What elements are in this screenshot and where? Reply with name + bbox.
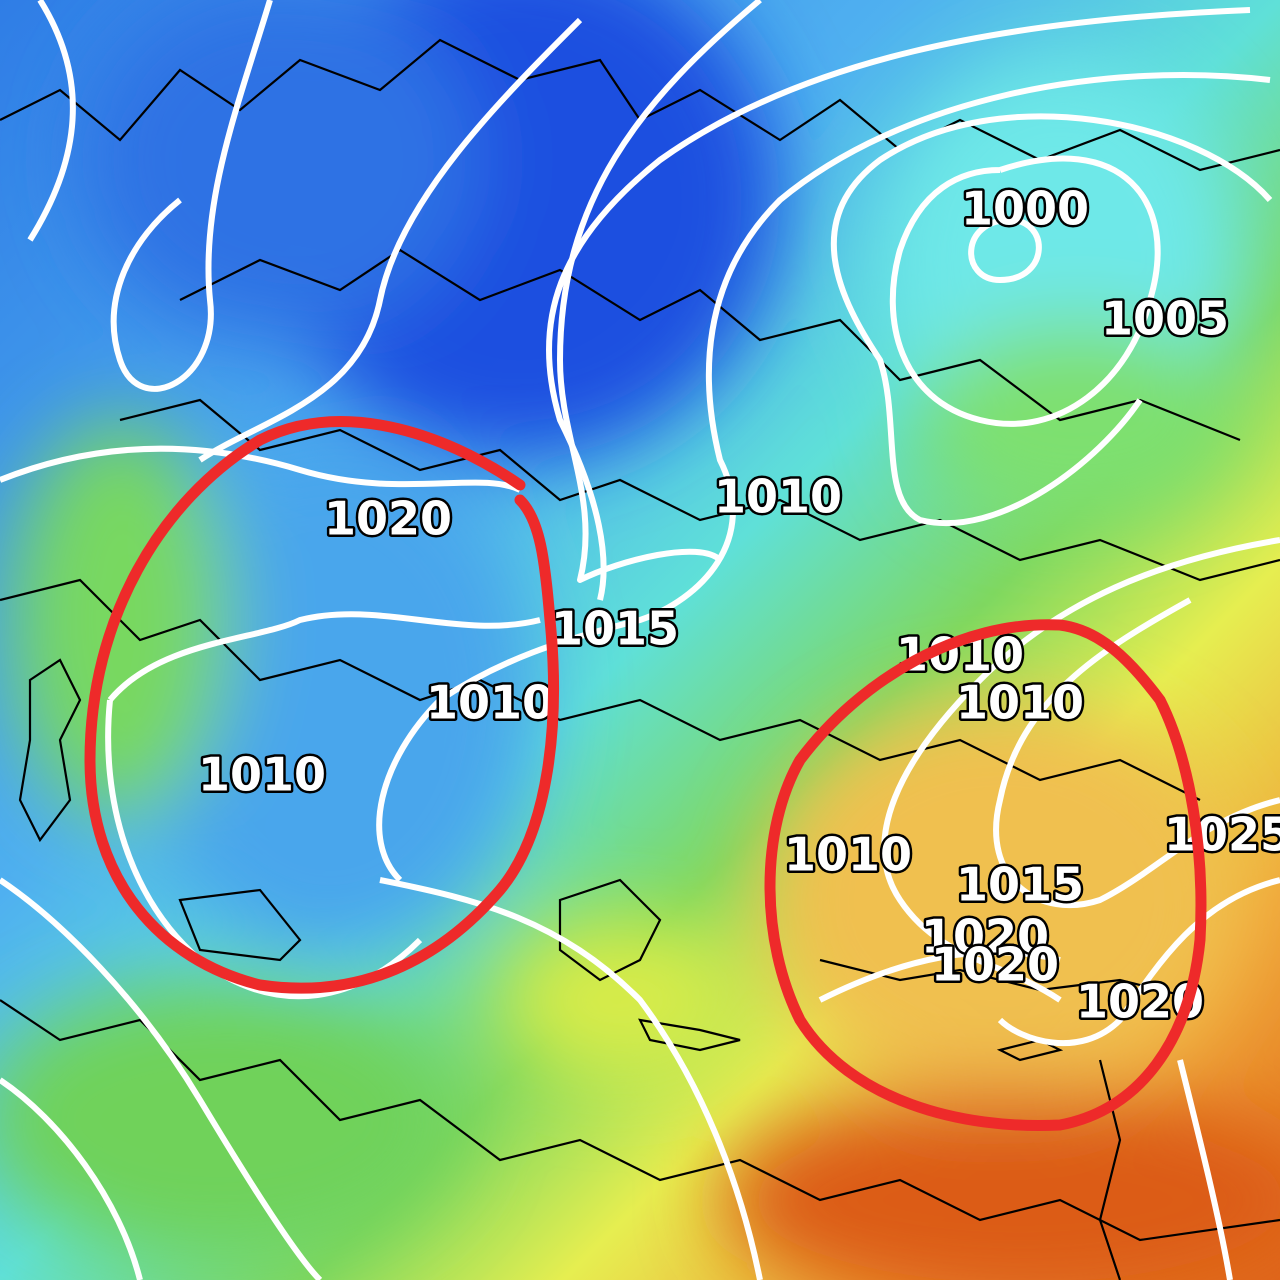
borders (0, 38, 1280, 1280)
annotations (84, 416, 1207, 1132)
isobar-label: 1010 (714, 470, 842, 524)
isobar-label: 1020 (324, 492, 452, 546)
field (0, 980, 460, 1260)
isobar (997, 877, 1280, 1046)
coast (0, 999, 1280, 1242)
border (178, 888, 302, 962)
low-field (80, 0, 480, 340)
island (638, 1018, 741, 1052)
isobar-label: 1005 (1101, 292, 1229, 346)
isobar (110, 0, 273, 392)
isobar (27, 0, 76, 242)
border (0, 578, 1201, 801)
isobar (376, 72, 1271, 883)
field (720, 1090, 1280, 1280)
field (920, 320, 1240, 520)
isobar (0, 445, 522, 493)
isobar (107, 611, 541, 702)
isobar (379, 877, 763, 1280)
isobar-label: 1010 (784, 828, 912, 882)
border (1098, 1059, 1122, 1280)
border (179, 248, 1241, 442)
isobar-label: 1000 (961, 182, 1089, 236)
isobar (889, 155, 1161, 427)
isobar-label: 1010 (426, 676, 554, 730)
isobar (545, 7, 1251, 601)
isobar (993, 597, 1280, 908)
red-circle (764, 619, 1207, 1132)
border (558, 878, 662, 982)
border (119, 398, 1280, 582)
isobar-label: 1010 (956, 676, 1084, 730)
isobar (968, 217, 1042, 283)
field (500, 920, 740, 1080)
isobar (557, 0, 762, 583)
isobar-label: 1015 (551, 602, 679, 656)
isobar-label: 1015 (956, 858, 1084, 912)
isobar (198, 17, 583, 463)
isobar (818, 949, 1061, 1003)
isobar-label: 1020 (931, 938, 1059, 992)
island (996, 1038, 1064, 1062)
isobar-label: 1020 (921, 910, 1049, 964)
border (0, 38, 1280, 172)
field (760, 700, 1240, 1100)
isobar (1177, 1059, 1233, 1280)
isobar (0, 1077, 143, 1280)
isobar (0, 877, 323, 1280)
isobar-label: 1025 (1164, 808, 1280, 862)
island (18, 658, 82, 843)
coast (819, 958, 1201, 1002)
red-circle (84, 416, 559, 994)
isobar-label: 1010 (198, 748, 326, 802)
isobar (830, 113, 1273, 527)
